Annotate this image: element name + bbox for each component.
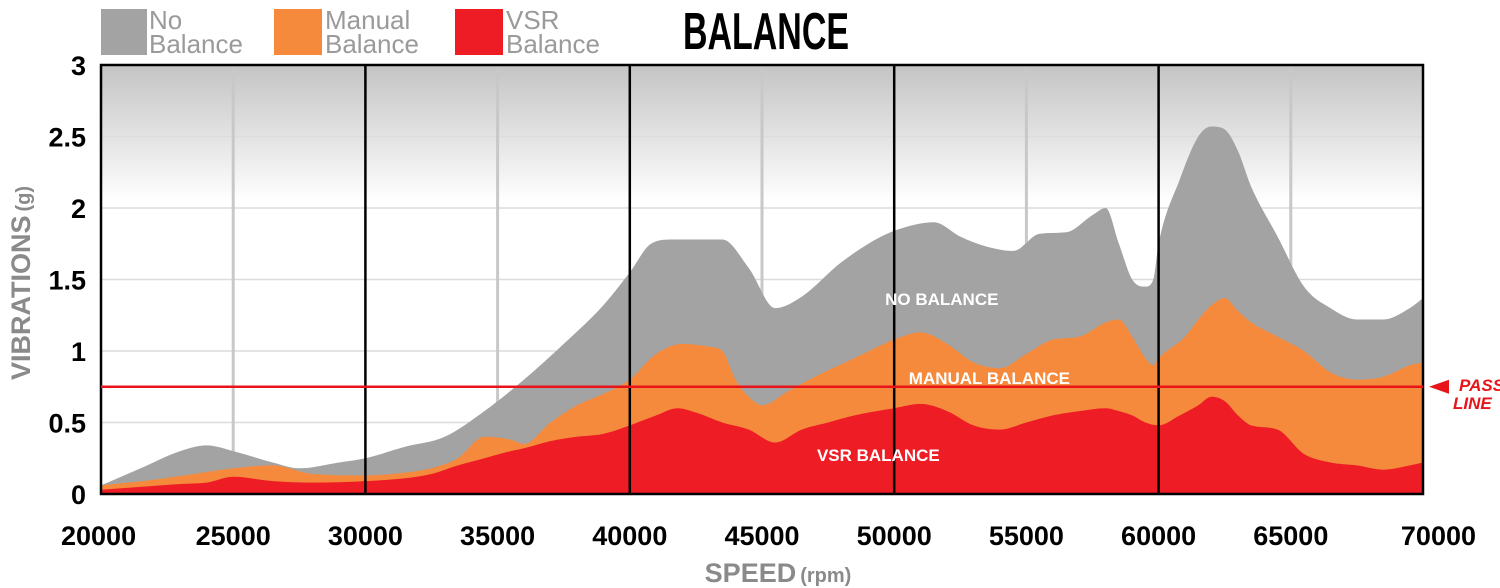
- x-tick-label: 30000: [328, 521, 403, 551]
- svg-text:Balance: Balance: [149, 29, 243, 59]
- vsr-balance-area: [101, 396, 1423, 494]
- y-tick-label: 3: [71, 51, 86, 81]
- pass-line-arrow-icon: [1429, 379, 1449, 394]
- svg-text:Balance: Balance: [506, 29, 600, 59]
- legend-label-vsr-balance-1: VSR: [506, 5, 559, 35]
- y-axis-title: VIBRATIONS (g): [6, 186, 36, 380]
- chart-title: BALANCE: [683, 3, 849, 61]
- y-tick-label: 1: [71, 337, 86, 367]
- legend-swatch-vsr-balance: [455, 9, 503, 55]
- y-tick-label: 2.5: [48, 123, 86, 153]
- legend-label-manual-balance-1: Manual: [325, 5, 410, 35]
- pass-line-label-2: LINE: [1453, 394, 1492, 413]
- x-tick-label: 55000: [989, 521, 1064, 551]
- x-axis-title: SPEED (rpm): [705, 558, 852, 588]
- y-tick-label: 2: [71, 194, 86, 224]
- area-label: VSR BALANCE: [817, 446, 940, 465]
- x-tick-label: 70000: [1401, 521, 1476, 551]
- area-label: MANUAL BALANCE: [909, 369, 1070, 388]
- legend-label-manual-balance-2: Balance: [325, 29, 419, 59]
- x-tick-label: 40000: [592, 521, 667, 551]
- area-label: NO BALANCE: [885, 290, 998, 309]
- x-axis-unit: (rpm): [800, 565, 851, 587]
- y-axis-unit: (g): [13, 186, 35, 212]
- svg-text:VSR: VSR: [506, 5, 559, 35]
- pass-line-label-1: PASS: [1459, 376, 1500, 395]
- plot-frame: [99, 63, 1425, 496]
- x-tick-label: 20000: [61, 521, 136, 551]
- x-axis-label: SPEED: [705, 558, 797, 588]
- x-tick-label: 60000: [1121, 521, 1196, 551]
- x-tick-label: 25000: [196, 521, 271, 551]
- x-tick-label: 65000: [1253, 521, 1328, 551]
- y-tick-label: 1.5: [48, 266, 86, 296]
- svg-text:Balance: Balance: [325, 29, 419, 59]
- y-tick-label: 0.5: [48, 409, 86, 439]
- x-tick-label: 35000: [460, 521, 535, 551]
- x-tick-label: 45000: [724, 521, 799, 551]
- legend-label-no-balance-2: Balance: [149, 29, 243, 59]
- svg-text:No: No: [149, 5, 182, 35]
- x-tick-label: 50000: [857, 521, 932, 551]
- legend: No Balance Manual Balance VSR Balance: [101, 5, 600, 59]
- svg-text:Manual: Manual: [325, 5, 410, 35]
- legend-swatch-no-balance: [101, 9, 147, 55]
- legend-swatch-manual-balance: [274, 9, 322, 55]
- y-tick-label: 0: [71, 480, 86, 510]
- legend-label-vsr-balance-2: Balance: [506, 29, 600, 59]
- legend-label-no-balance-1: No: [149, 5, 182, 35]
- y-axis-label: VIBRATIONS: [6, 216, 36, 381]
